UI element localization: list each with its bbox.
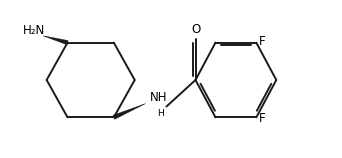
Text: H₂N: H₂N	[23, 24, 45, 37]
Polygon shape	[43, 36, 68, 45]
Text: H: H	[157, 109, 164, 118]
Text: O: O	[191, 23, 200, 36]
Text: NH: NH	[150, 91, 168, 104]
Text: F: F	[259, 112, 265, 125]
Polygon shape	[113, 103, 146, 119]
Text: F: F	[259, 35, 265, 48]
